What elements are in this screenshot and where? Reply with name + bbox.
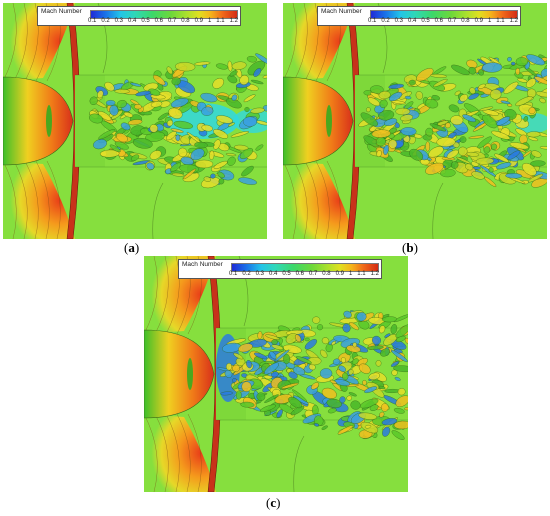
- colorbar-tick-label: 0.4: [268, 271, 278, 277]
- colorbar-tick-label: 0.7: [447, 18, 457, 24]
- bow-shock: [66, 3, 81, 239]
- colorbar-tick-label: 0.7: [167, 18, 177, 24]
- colorbar-legend-c: Mach Number 0.1 0.2 0.3 0.4 0.5 0.6 0.7 0.8 0.9 1…: [178, 259, 382, 279]
- colorbar-tick-label: 1: [487, 18, 492, 24]
- colorbar-tick-label: 0.9: [194, 18, 203, 24]
- colorbar-ticks: 0.1 0.2 0.3 0.4 0.5 0.6 0.7 0.8 0.9 1 1.1 1.2: [88, 18, 238, 24]
- colorbar-legend-b: Mach Number 0.1 0.2 0.3 0.4 0.5 0.6 0.7 0.8 0.9 1…: [317, 6, 521, 26]
- flow-field-c: [144, 256, 408, 492]
- colorbar-tick-label: 0.3: [255, 271, 264, 277]
- colorbar-tick-label: 0.7: [308, 271, 318, 277]
- colorbar-tick-label: 0.1: [229, 271, 238, 277]
- colorbar-tick-label: 0.4: [127, 18, 137, 24]
- colorbar-tick-label: 0.3: [114, 18, 123, 24]
- bow-shock: [207, 256, 222, 492]
- colorbar-tick-label: 1.1: [357, 271, 366, 277]
- capsule-forebody: [144, 329, 215, 419]
- lower-shock-lobe: [3, 161, 75, 239]
- colorbar-tick-label: 0.2: [101, 18, 110, 24]
- caption-a: (a): [124, 240, 140, 255]
- panel-c: Mach Number 0.1 0.2 0.3 0.4 0.5 0.6 0.7 0.8 0.9 1…: [144, 256, 408, 492]
- colorbar-tick-label: 0.2: [381, 18, 390, 24]
- colorbar-tick-label: 1.1: [496, 18, 505, 24]
- lower-shock-lobe: [144, 414, 216, 492]
- colorbar-legend-a: Mach Number 0.1 0.2 0.3 0.4 0.5 0.6 0.7 0.8 0.9 1…: [37, 6, 241, 26]
- colorbar-tick-label: 0.5: [282, 271, 291, 277]
- flow-field-b: [283, 3, 547, 239]
- flow-field-a: [3, 3, 267, 239]
- caption-c: (c): [266, 495, 281, 510]
- colorbar: [90, 10, 238, 19]
- colorbar: [370, 10, 518, 19]
- colorbar-tick-label: 0.5: [421, 18, 430, 24]
- colorbar-tick-label: 1.1: [216, 18, 225, 24]
- turbulent-wake: [217, 310, 408, 440]
- panel-a: Mach Number 0.1 0.2 0.3 0.4 0.5 0.6 0.7 0.8 0.9 1…: [3, 3, 267, 239]
- colorbar-tick-label: 0.4: [407, 18, 417, 24]
- colorbar-tick-label: 0.6: [154, 18, 163, 24]
- colorbar-tick-label: 0.1: [88, 18, 97, 24]
- colorbar-tick-label: 1.2: [370, 271, 379, 277]
- capsule-forebody: [3, 76, 74, 166]
- colorbar-tick-label: 0.9: [474, 18, 483, 24]
- legend-title: Mach Number: [41, 8, 82, 15]
- colorbar-tick-label: 0.2: [242, 271, 251, 277]
- colorbar-tick-label: 0.8: [322, 271, 331, 277]
- stagnation-core: [187, 358, 193, 390]
- colorbar-tick-label: 0.3: [394, 18, 403, 24]
- colorbar-tick-label: 0.1: [368, 18, 377, 24]
- colorbar-tick-label: 0.8: [461, 18, 470, 24]
- legend-title: Mach Number: [321, 8, 362, 15]
- legend-title: Mach Number: [182, 261, 223, 268]
- colorbar-tick-label: 0.9: [335, 271, 344, 277]
- capsule-forebody: [283, 76, 354, 166]
- caption-b: (b): [402, 240, 418, 255]
- colorbar-tick-label: 0.5: [141, 18, 150, 24]
- colorbar-tick-label: 1: [348, 271, 353, 277]
- colorbar-tick-label: 1: [207, 18, 212, 24]
- colorbar-tick-label: 1.2: [509, 18, 518, 24]
- colorbar: [231, 263, 379, 272]
- colorbar-ticks: 0.1 0.2 0.3 0.4 0.5 0.6 0.7 0.8 0.9 1 1.1 1.2: [229, 271, 379, 277]
- lower-shock-lobe: [283, 161, 355, 239]
- colorbar-tick-label: 1.2: [229, 18, 238, 24]
- colorbar-tick-label: 0.8: [181, 18, 190, 24]
- stagnation-core: [326, 105, 332, 137]
- turbulent-wake: [88, 53, 267, 189]
- bow-shock: [346, 3, 361, 239]
- colorbar-tick-label: 0.6: [434, 18, 443, 24]
- turbulent-wake: [358, 54, 547, 188]
- colorbar-ticks: 0.1 0.2 0.3 0.4 0.5 0.6 0.7 0.8 0.9 1 1.1 1.2: [368, 18, 518, 24]
- colorbar-tick-label: 0.6: [295, 271, 304, 277]
- stagnation-core: [46, 105, 52, 137]
- panel-b: Mach Number 0.1 0.2 0.3 0.4 0.5 0.6 0.7 0.8 0.9 1…: [283, 3, 547, 239]
